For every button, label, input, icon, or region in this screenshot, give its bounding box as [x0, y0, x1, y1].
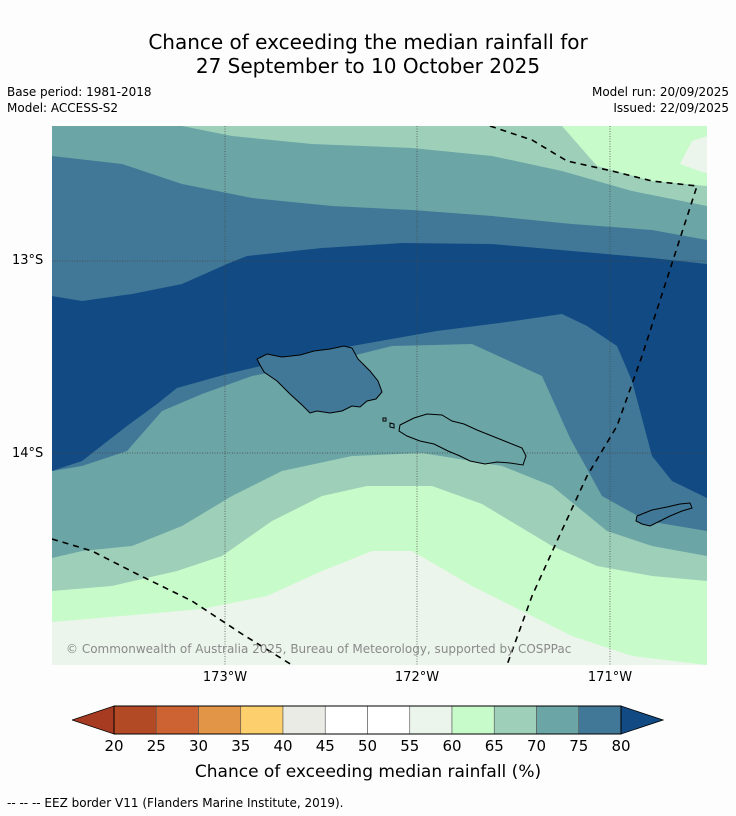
zone-above-80: [52, 243, 707, 498]
colorbar-tick-label: 55: [400, 737, 420, 755]
title-line-1: Chance of exceeding the median rainfall …: [148, 30, 588, 54]
colorbar-tick-label: 50: [357, 737, 378, 755]
lon-label-173w: 173°W: [202, 670, 248, 685]
zone-50-55: [680, 136, 707, 173]
rainfall-map: [52, 126, 707, 665]
tutuila-island: [635, 502, 693, 527]
eez-legend: -- -- -- EEZ border V11 (Flanders Marine…: [7, 796, 344, 810]
colorbar-tick-label: 25: [146, 737, 166, 755]
colorbar-segment: [493, 705, 537, 735]
map-title: Chance of exceeding the median rainfall …: [0, 30, 736, 78]
colorbar-segment: [578, 705, 622, 735]
colorbar-frame: [113, 705, 622, 735]
model-run: Model run: 20/09/2025: [591, 85, 729, 99]
colorbar-segment: [155, 705, 199, 735]
colorbar-tick-label: 30: [188, 737, 209, 755]
lon-label-171w: 171°W: [587, 670, 633, 685]
lon-label-172w: 172°W: [394, 670, 440, 685]
info-right: Model run: 20/09/2025 Issued: 22/09/2025: [592, 84, 729, 116]
colorbar-label: Chance of exceeding median rainfall (%): [194, 762, 542, 782]
colorbar-high-extend: [620, 705, 664, 735]
colorbar-segment: [536, 705, 580, 735]
model-name: Model: ACCESS-S2: [7, 101, 119, 115]
colorbar-segment: [240, 705, 284, 735]
colorbar-tick-label: 20: [104, 737, 124, 755]
apolima-islet: [382, 417, 387, 422]
colorbar-tick-label: 65: [484, 737, 504, 755]
base-period: Base period: 1981-2018: [7, 85, 152, 99]
title-line-2: 27 September to 10 October 2025: [195, 54, 541, 78]
issued-date: Issued: 22/09/2025: [613, 101, 729, 115]
upolu-island: [398, 413, 527, 466]
colorbar-segment: [198, 705, 242, 735]
graticule: [52, 126, 707, 665]
colorbar-segment: [113, 705, 157, 735]
colorbar-tick-label: 45: [315, 737, 335, 755]
colorbar-tick-label: 75: [569, 737, 589, 755]
colorbar: [72, 705, 664, 735]
lat-label-14s: 14°S: [12, 446, 44, 461]
colorbar-tick-label: 60: [442, 737, 462, 755]
manono-islet: [389, 422, 395, 429]
colorbar-low-extend: [72, 705, 115, 735]
colorbar-segment: [409, 705, 453, 735]
lat-label-13s: 13°S: [12, 253, 44, 268]
eez-border: [52, 126, 699, 665]
savaii-island: [256, 345, 383, 414]
colorbar-tick-label: 40: [273, 737, 293, 755]
colorbar-tick-label: 80: [611, 737, 631, 755]
copyright-notice: © Commonwealth of Australia 2025, Bureau…: [66, 642, 572, 656]
colorbar-segment: [324, 705, 368, 735]
colorbar-segment: [451, 705, 495, 735]
colorbar-segment: [282, 705, 326, 735]
info-left: Base period: 1981-2018 Model: ACCESS-S2: [7, 84, 152, 116]
colorbar-tick-label: 35: [231, 737, 251, 755]
colorbar-tick-label: 70: [526, 737, 547, 755]
colorbar-segment: [367, 705, 411, 735]
